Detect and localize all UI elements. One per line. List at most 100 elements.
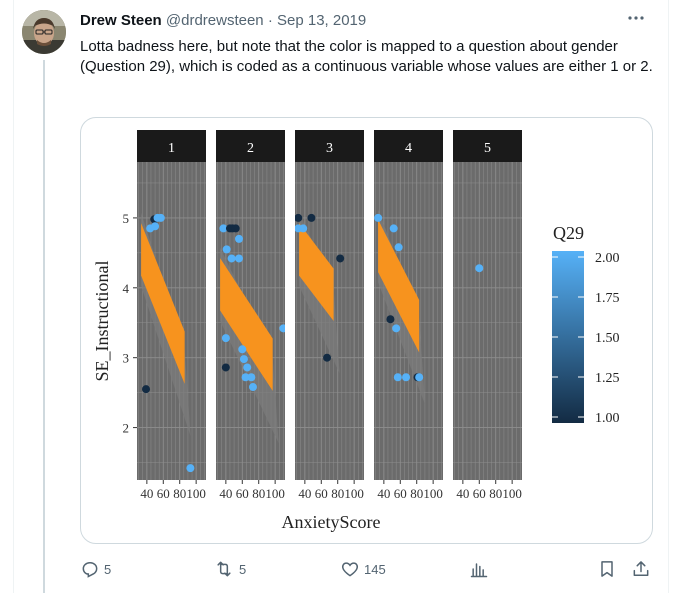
data-point (402, 373, 411, 382)
legend-tick-label: 2.00 (595, 251, 620, 266)
share-button[interactable] (631, 557, 651, 581)
x-tick-label: 80 (252, 486, 265, 501)
x-tick-label: 60 (315, 486, 328, 501)
x-tick-label: 40 (219, 486, 232, 501)
data-point (186, 464, 195, 473)
right-border (668, 0, 669, 593)
retweet-icon (217, 561, 231, 577)
data-point (386, 315, 395, 324)
reply-button[interactable]: 5 (80, 557, 111, 581)
panel-content (295, 162, 364, 480)
facet-label: 1 (168, 141, 175, 156)
y-tick-label: 3 (123, 351, 130, 366)
regression-line (299, 223, 334, 321)
author-name[interactable]: Drew Steen (80, 12, 162, 29)
data-point (415, 373, 424, 382)
panel-content (374, 162, 443, 480)
x-tick-label: 40 (377, 486, 390, 501)
legend-tick-label: 1.75 (595, 291, 620, 306)
x-tick-label: 80 (410, 486, 423, 501)
x-tick-label: 80 (173, 486, 186, 501)
reply-count: 5 (104, 561, 112, 577)
data-point (156, 213, 165, 222)
action-bar: 5 5 145 (80, 557, 655, 581)
data-point (394, 243, 403, 252)
author-handle[interactable]: @drdrewsteen (165, 12, 264, 29)
legend-tick-label: 1.25 (595, 371, 620, 386)
panel-content (216, 162, 285, 480)
x-tick-label: 80 (489, 486, 502, 501)
heart-icon (341, 562, 359, 577)
data-point (231, 224, 240, 233)
x-tick-label: 80 (331, 486, 344, 501)
data-point (219, 224, 228, 233)
facet-label: 5 (484, 141, 491, 156)
data-point (243, 363, 252, 372)
reply-icon (82, 562, 98, 578)
tweet-text: Lotta badness here, but note that the co… (80, 38, 653, 75)
like-button[interactable]: 145 (340, 557, 386, 581)
data-point (475, 264, 484, 273)
avatar[interactable] (22, 10, 66, 54)
bookmark-button[interactable] (597, 557, 617, 581)
x-tick-label: 60 (394, 486, 407, 501)
separator: · (267, 12, 273, 29)
facet-strip (216, 130, 285, 162)
avatar-image (22, 10, 66, 54)
facet-label: 2 (247, 141, 254, 156)
panel-content (137, 162, 206, 480)
regression-line (378, 219, 420, 353)
data-point (221, 363, 230, 372)
data-point (279, 324, 285, 333)
facet-label: 3 (326, 141, 333, 156)
left-border (13, 0, 14, 593)
facet-strip (295, 130, 364, 162)
data-point (235, 254, 243, 263)
facet-strip (453, 130, 522, 162)
data-point (227, 254, 236, 263)
data-point (389, 224, 398, 233)
tweet-header: Drew Steen @drdrewsteen · Sep 13, 2019 (80, 12, 366, 29)
x-tick-label: 100 (186, 486, 206, 501)
x-tick-label: 60 (473, 486, 486, 501)
x-tick-label: 40 (298, 486, 311, 501)
data-point (247, 373, 256, 382)
data-point (307, 213, 316, 222)
data-point (248, 383, 257, 392)
x-tick-label: 100 (344, 486, 364, 501)
regression-line (141, 223, 185, 384)
regression-line (220, 258, 273, 391)
views-button[interactable] (469, 557, 489, 581)
bookmark-icon (601, 561, 613, 577)
panel-content (453, 162, 522, 480)
data-point (241, 373, 250, 382)
data-point (222, 245, 231, 254)
tweet-date[interactable]: Sep 13, 2019 (277, 12, 367, 29)
legend-tick-label: 1.50 (595, 331, 620, 346)
data-point (323, 353, 332, 362)
share-icon (633, 561, 649, 576)
data-point (295, 213, 303, 222)
y-tick-label: 4 (123, 281, 130, 296)
data-point (142, 385, 151, 394)
retweet-button[interactable]: 5 (213, 557, 246, 581)
data-point (239, 355, 248, 364)
views-icon (470, 563, 488, 578)
facet-strip (374, 130, 443, 162)
legend-title: Q29 (553, 223, 584, 243)
x-tick-label: 60 (157, 486, 170, 501)
legend-tick-label: 1.00 (595, 411, 620, 426)
data-point (299, 224, 308, 233)
data-point (393, 373, 402, 382)
x-tick-label: 40 (456, 486, 469, 501)
facet-strip (137, 130, 206, 162)
more-dots-icon[interactable] (626, 8, 646, 33)
data-point (374, 213, 383, 222)
x-tick-label: 40 (140, 486, 153, 501)
tweet-media[interactable]: 1 40 60 80 100 2 40 60 80 100 3 40 60 80 100 4 40 60 80 100… (80, 117, 653, 544)
like-count: 145 (364, 561, 386, 577)
y-axis-label: SE_Instructional (92, 261, 112, 382)
facet-label: 4 (405, 141, 412, 156)
data-point (221, 334, 230, 343)
